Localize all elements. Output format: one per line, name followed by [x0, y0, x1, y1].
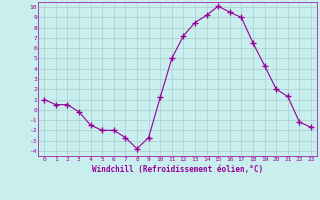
X-axis label: Windchill (Refroidissement éolien,°C): Windchill (Refroidissement éolien,°C): [92, 165, 263, 174]
